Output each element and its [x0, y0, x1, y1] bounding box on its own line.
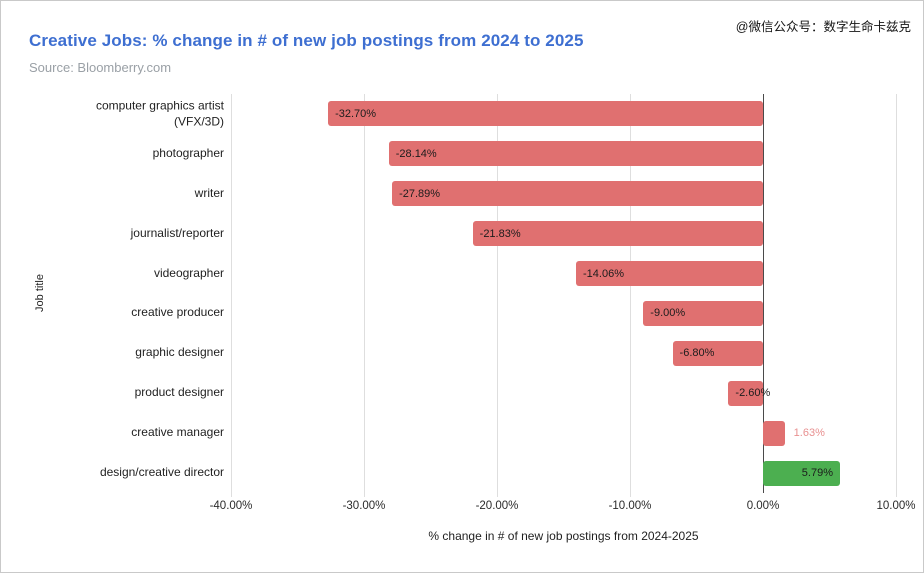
bar-value-label: -2.60% — [735, 387, 771, 400]
bar: 5.79% — [763, 460, 840, 486]
bar: 1.63% — [763, 420, 825, 446]
zero-axis-line — [762, 94, 764, 493]
chart-title: Creative Jobs: % change in # of new job … — [29, 31, 584, 50]
x-tick-label: -40.00% — [209, 500, 253, 512]
bar-value-label: 5.79% — [801, 467, 833, 480]
bar-value-label: -27.89% — [399, 187, 441, 200]
category-label: product designer — [134, 385, 224, 400]
bar: -14.06% — [576, 261, 763, 287]
gridline — [629, 94, 631, 497]
category-label: writer — [194, 185, 224, 200]
x-tick-label: -20.00% — [475, 500, 519, 512]
bar-value-label: -21.83% — [479, 227, 521, 240]
bar: -27.89% — [392, 181, 763, 207]
plot-area: -32.70% -28.14% -27.89% -21.83% -14.06% -9.00… — [230, 94, 897, 497]
bar: -2.60% — [728, 380, 770, 406]
category-label: design/creative director — [99, 465, 224, 480]
gridline — [230, 94, 232, 497]
gridline — [363, 94, 365, 497]
watermark-text: @微信公众号：数字生命卡兹克 — [735, 20, 911, 34]
bar-value-label: -9.00% — [650, 307, 686, 320]
source-note: Source: Bloomberry.com — [29, 60, 172, 75]
category-label: creative manager — [131, 425, 224, 440]
bar-value-label: 1.63% — [793, 427, 825, 440]
bar-value-label: -6.80% — [679, 347, 715, 360]
x-tick-label: 10.00% — [876, 500, 916, 512]
category-label: computer graphics artist (VFX/3D) — [95, 98, 224, 128]
x-tick-label: -30.00% — [342, 500, 386, 512]
category-label: videographer — [153, 265, 224, 280]
category-label: graphic designer — [135, 345, 224, 360]
gridline — [895, 94, 897, 497]
bar-value-label: -14.06% — [583, 267, 624, 280]
gridline — [496, 94, 498, 497]
x-axis-title: % change in # of new job postings from 2… — [428, 529, 699, 543]
category-label: journalist/reporter — [130, 225, 224, 240]
bar: -28.14% — [388, 141, 763, 167]
bar: -32.70% — [328, 101, 763, 127]
bar-value-label: -32.70% — [335, 107, 377, 120]
category-label: photographer — [152, 146, 224, 161]
bar: -6.80% — [672, 340, 763, 366]
x-tick-label: -10.00% — [608, 500, 652, 512]
bar: -21.83% — [472, 221, 763, 247]
bar: -9.00% — [643, 300, 763, 326]
bar-value-label: -28.14% — [395, 147, 437, 160]
x-tick-label: 0.00% — [746, 500, 780, 512]
category-label: creative producer — [131, 305, 224, 320]
